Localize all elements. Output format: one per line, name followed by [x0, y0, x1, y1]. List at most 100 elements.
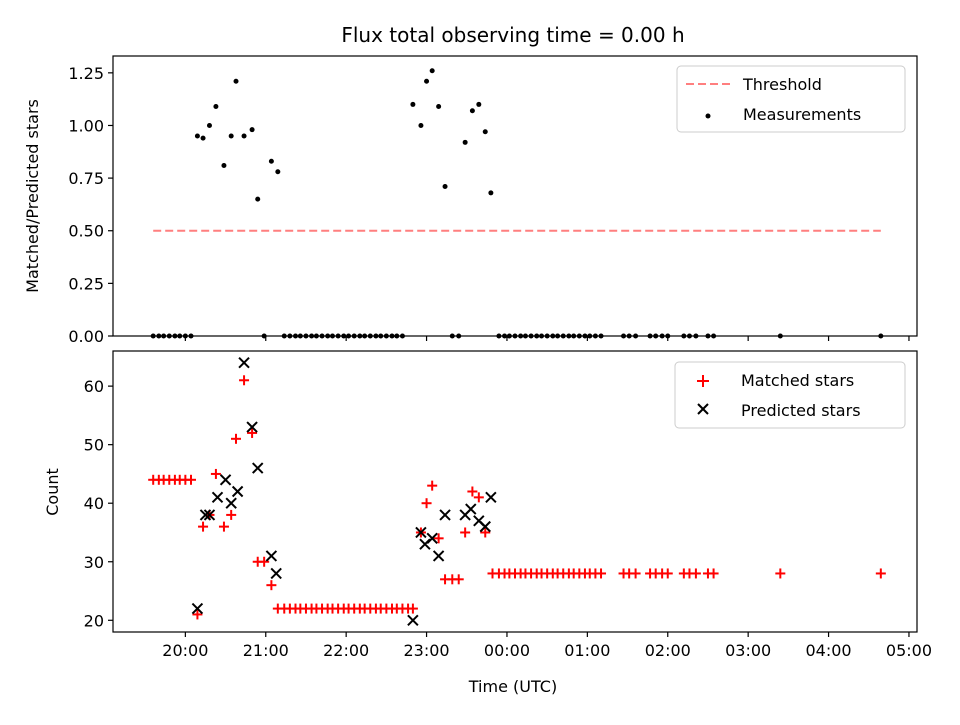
y-tick-label: 1.25 [68, 64, 104, 83]
predicted-star-point [246, 421, 258, 433]
measurement-point [476, 101, 482, 107]
y-tick-label: 1.00 [68, 116, 104, 135]
measurement-point [241, 133, 247, 139]
matched-star-point [708, 568, 719, 579]
predicted-star-point [432, 550, 445, 562]
measurement-point [206, 122, 212, 128]
x-tick-label: 23:00 [404, 641, 450, 660]
legend-predicted-swatch [697, 403, 709, 415]
matched-star-point [480, 527, 491, 538]
y-tick-label: 20 [84, 611, 104, 630]
measurement-point [194, 133, 200, 139]
predicted-star-point [407, 614, 419, 626]
legend-matched-swatch [697, 375, 709, 387]
x-tick-label: 20:00 [162, 641, 208, 660]
x-tick-label: 04:00 [806, 641, 852, 660]
y-tick-label: 0.75 [68, 169, 104, 188]
count-panel: Count Time (UTC) 20 30 40 50 60 20:00 21:00 22… [43, 350, 932, 696]
predicted-star-point [415, 526, 427, 539]
y-tick-label: 0.25 [68, 274, 104, 293]
predicted-star-point [199, 509, 212, 521]
measurement-point [424, 78, 430, 84]
matched-star-point [266, 580, 277, 591]
chart-title: Flux total observing time = 0.00 h [341, 23, 684, 47]
legend-ratio: Threshold Measurements [676, 65, 906, 133]
measurement-point [268, 158, 274, 164]
measurement-point [200, 135, 206, 141]
measurement-point [228, 133, 234, 139]
measurement-point [442, 184, 448, 190]
legend-box-count [674, 361, 906, 429]
matched-star-point [875, 568, 886, 579]
measurement-point [469, 108, 475, 114]
x-tick-label: 01:00 [564, 641, 610, 660]
matched-star-point [460, 527, 471, 538]
predicted-stars-points [191, 357, 497, 626]
predicted-star-point [485, 491, 497, 504]
matched-star-point [596, 568, 607, 579]
x-tick-label: 02:00 [645, 641, 691, 660]
measurement-point [429, 68, 435, 74]
y-tick-label: 0.00 [68, 327, 104, 346]
legend-count: Matched stars Predicted stars [674, 361, 906, 429]
matched-star-point [259, 556, 270, 567]
matched-star-point [421, 498, 432, 509]
legend-measurement-label: Measurements [743, 105, 861, 124]
y-tick-label: 0.50 [68, 222, 104, 241]
measurement-point [221, 162, 227, 168]
x-tick-label: 22:00 [323, 641, 369, 660]
predicted-star-point [211, 491, 224, 504]
y-axis-label-count: Count [43, 468, 62, 516]
predicted-star-point [231, 485, 244, 498]
legend-measurement-swatch [705, 113, 711, 119]
predicted-star-point [219, 474, 232, 486]
x-ticks-count: 20:00 21:00 22:00 23:00 00:00 01:00 02:00 03:00… [162, 632, 932, 660]
predicted-star-point [225, 497, 237, 509]
x-axis-label: Time (UTC) [468, 677, 557, 696]
matched-star-point [218, 521, 229, 532]
measurement-point [488, 190, 494, 196]
predicted-star-point [203, 509, 216, 521]
predicted-star-point [265, 550, 278, 562]
predicted-star-point [465, 503, 477, 515]
y-tick-label: 60 [84, 377, 104, 396]
predicted-star-point [426, 532, 438, 545]
measurement-point [213, 104, 219, 110]
matched-star-point [239, 375, 250, 386]
measurement-point [249, 127, 255, 133]
measurement-point [233, 78, 239, 84]
legend-matched-label: Matched stars [741, 371, 854, 390]
predicted-star-point [270, 567, 282, 580]
y-tick-label: 50 [84, 436, 104, 455]
matched-star-point [690, 568, 701, 579]
y-ticks-ratio: 0.00 0.25 0.50 0.75 1.00 1.25 [68, 64, 113, 346]
legend-predicted-label: Predicted stars [741, 401, 861, 420]
x-tick-label: 05:00 [886, 641, 932, 660]
measurement-point [275, 169, 281, 175]
matched-star-point [433, 533, 444, 544]
matched-star-point [775, 568, 786, 579]
measurement-point [255, 196, 261, 202]
plot-frame-ratio [112, 55, 918, 337]
x-tick-label: 03:00 [725, 641, 771, 660]
legend-box-ratio [676, 65, 906, 133]
matched-star-point [198, 521, 209, 532]
measurement-point [410, 101, 416, 107]
y-axis-label-ratio: Matched/Predicted stars [23, 99, 42, 293]
measurement-point [436, 104, 442, 110]
measurement-point [418, 122, 424, 128]
measurement-points [150, 68, 884, 339]
matched-star-point [192, 609, 203, 620]
matched-star-point [427, 480, 438, 491]
matched-star-point [210, 468, 221, 479]
y-tick-label: 30 [84, 553, 104, 572]
x-tick-label: 00:00 [484, 641, 530, 660]
predicted-star-point [479, 520, 491, 533]
measurement-point [482, 129, 488, 135]
matched-star-point [630, 568, 641, 579]
plot-frame-count [112, 350, 918, 633]
matched-star-point [185, 474, 196, 485]
ratio-panel: Flux total observing time = 0.00 h Match… [23, 23, 918, 346]
matched-star-point [473, 492, 484, 503]
